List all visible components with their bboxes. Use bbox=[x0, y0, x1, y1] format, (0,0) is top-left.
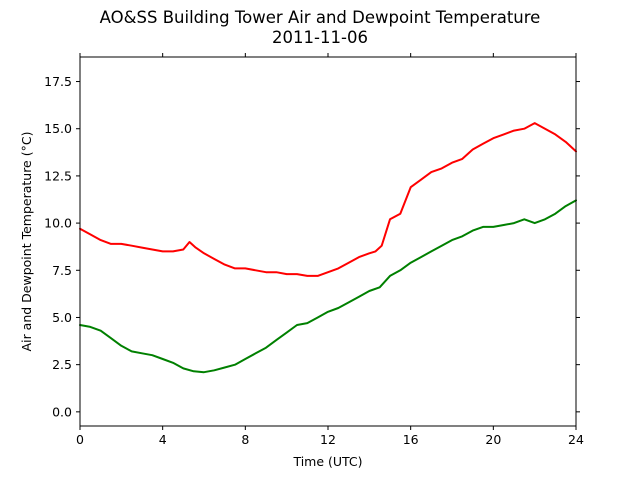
x-axis-label: Time (UTC) bbox=[292, 454, 362, 469]
x-tick-label: 8 bbox=[241, 432, 249, 447]
y-tick-label: 2.5 bbox=[52, 357, 72, 372]
y-tick-label: 17.5 bbox=[44, 74, 72, 89]
x-tick-label: 16 bbox=[403, 432, 419, 447]
x-tick-label: 24 bbox=[568, 432, 584, 447]
y-tick-label: 15.0 bbox=[44, 121, 72, 136]
chart-title: AO&SS Building Tower Air and Dewpoint Te… bbox=[99, 8, 541, 27]
x-tick-label: 12 bbox=[320, 432, 336, 447]
y-tick-label: 0.0 bbox=[52, 404, 72, 419]
chart-subtitle: 2011-11-06 bbox=[272, 28, 368, 47]
plot-frame bbox=[79, 56, 577, 427]
y-tick-label: 5.0 bbox=[52, 310, 72, 325]
series-line-1 bbox=[79, 199, 577, 374]
x-tick-label: 20 bbox=[485, 432, 501, 447]
y-tick-label: 10.0 bbox=[44, 216, 72, 231]
series-line-0 bbox=[79, 122, 577, 277]
x-tick-label: 4 bbox=[159, 432, 167, 447]
y-tick-label: 12.5 bbox=[44, 168, 72, 183]
y-tick-label: 7.5 bbox=[52, 263, 72, 278]
series-layer bbox=[79, 122, 577, 374]
x-tick-label: 0 bbox=[76, 432, 84, 447]
ticks-layer: 0 4 8 12 16 20 24 0.0 2.5 5.0 7.5 10.0 12.5 15.0 17.5 bbox=[44, 53, 584, 447]
y-axis-label: Air and Dewpoint Temperature (°C) bbox=[19, 132, 34, 352]
